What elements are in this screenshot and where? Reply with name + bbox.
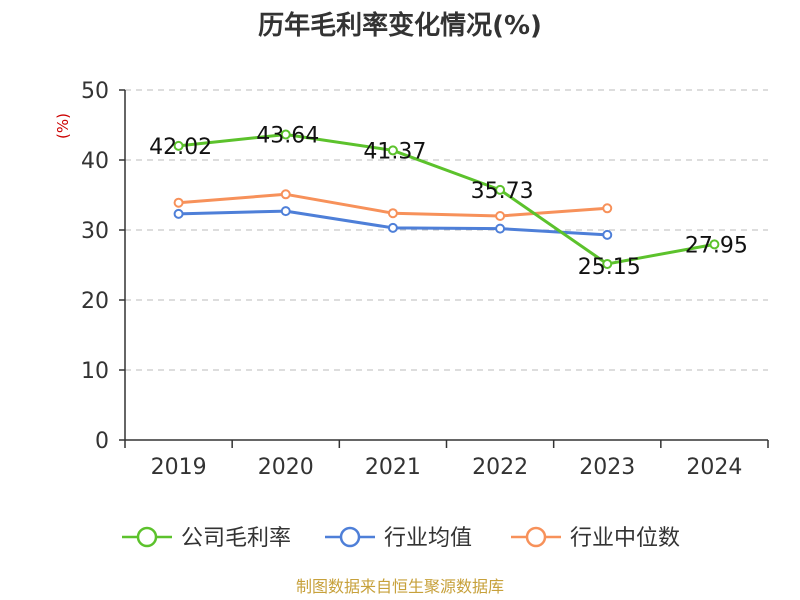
data-point-2-2019 bbox=[173, 208, 184, 219]
chart-title: 历年毛利率变化情况(%) bbox=[258, 10, 542, 41]
x-tick-label-2021: 2021 bbox=[365, 455, 421, 480]
data-label-2019: 42.02 bbox=[149, 135, 212, 160]
data-point-1-2022 bbox=[495, 184, 506, 195]
x-tick-label-2023: 2023 bbox=[579, 455, 635, 480]
data-point-1-2023 bbox=[602, 258, 613, 269]
data-point-3-2022 bbox=[495, 211, 506, 221]
data-labels: 42.02 43.64 41.37 35.73 25.15 27.95 bbox=[149, 124, 748, 280]
y-tick-label: 50 bbox=[81, 79, 109, 104]
data-point-1-2021 bbox=[387, 145, 398, 156]
data-source-note: 制图数据来自恒生聚源数据库 bbox=[296, 577, 504, 596]
y-tick-label: 20 bbox=[81, 289, 109, 314]
axes: 0 10 20 30 40 50 2019 2020 2021 2022 2023 2024 bbox=[81, 79, 769, 480]
legend-marker bbox=[339, 526, 361, 548]
data-point-2-2023 bbox=[602, 229, 613, 240]
data-point-3-2020 bbox=[280, 189, 291, 200]
legend-item-2: 行业均值 bbox=[325, 526, 472, 551]
legend-item-3: 行业中位数 bbox=[511, 526, 680, 551]
legend-label: 行业中位数 bbox=[570, 526, 680, 551]
y-tick-label: 30 bbox=[81, 219, 109, 244]
legend-marker bbox=[136, 526, 158, 548]
data-label-2024: 27.95 bbox=[685, 233, 748, 258]
data-point-2-2021 bbox=[387, 222, 398, 233]
x-tick-label-2020: 2020 bbox=[258, 455, 314, 480]
data-point-3-2023 bbox=[602, 203, 613, 214]
data-point-1-2019 bbox=[173, 140, 184, 151]
data-label-2021: 41.37 bbox=[363, 139, 426, 164]
data-point-2-2020 bbox=[280, 206, 291, 217]
data-label-2023: 25.15 bbox=[578, 255, 641, 280]
data-point-2-2022 bbox=[495, 223, 506, 234]
y-axis-unit-label: (%) bbox=[54, 113, 72, 139]
y-tick-label: 10 bbox=[81, 359, 109, 384]
series-line-1 bbox=[178, 133, 715, 266]
data-point-3-2019 bbox=[173, 197, 184, 208]
data-label-2022: 35.73 bbox=[471, 179, 534, 204]
data-point-1-2024 bbox=[709, 239, 720, 250]
y-tick-label: 40 bbox=[81, 149, 109, 174]
series-layer bbox=[173, 129, 720, 269]
legend-label: 公司毛利率 bbox=[181, 526, 291, 551]
data-label-2020: 43.64 bbox=[256, 124, 319, 149]
legend: 公司毛利率 行业均值 行业中位数 bbox=[122, 526, 680, 551]
data-point-1-2020 bbox=[280, 129, 291, 140]
x-tick-label-2022: 2022 bbox=[472, 455, 528, 480]
legend-item-1: 公司毛利率 bbox=[122, 526, 291, 551]
y-tick-label: 0 bbox=[95, 429, 109, 454]
data-point-3-2021 bbox=[387, 208, 398, 219]
legend-marker bbox=[525, 526, 547, 548]
grid-lines bbox=[125, 89, 768, 371]
x-tick-label-2024: 2024 bbox=[686, 455, 742, 480]
legend-label: 行业均值 bbox=[384, 526, 472, 551]
x-tick-label-2019: 2019 bbox=[151, 455, 207, 480]
